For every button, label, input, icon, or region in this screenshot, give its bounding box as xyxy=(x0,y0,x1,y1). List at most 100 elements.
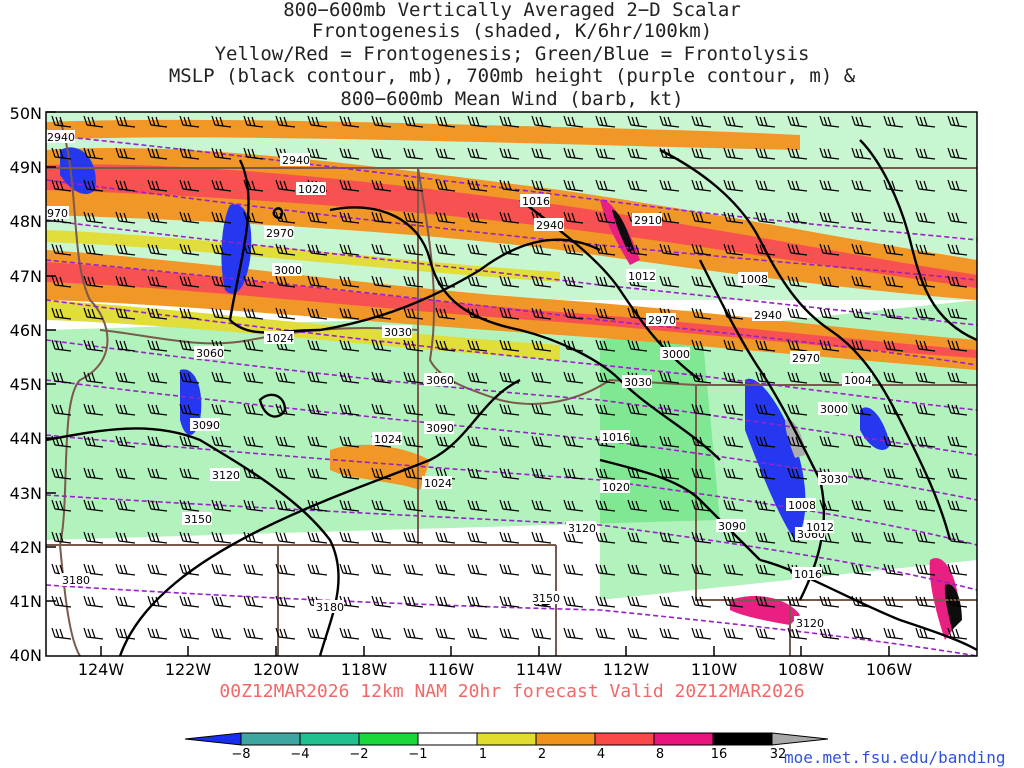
wind-barb xyxy=(947,307,968,320)
wind-barb xyxy=(691,403,712,416)
svg-text:3090: 3090 xyxy=(718,520,746,533)
wind-barb xyxy=(819,179,840,192)
svg-text:2970: 2970 xyxy=(792,352,820,365)
wind-barb xyxy=(243,563,264,576)
wind-barb xyxy=(755,371,776,384)
source-url[interactable]: moe.met.fsu.edu/banding xyxy=(784,748,1006,767)
lat-label-47n: 47N xyxy=(9,267,42,286)
wind-barb xyxy=(435,499,456,512)
wind-barb xyxy=(659,531,680,544)
wind-barb xyxy=(819,307,840,320)
wind-barb xyxy=(243,627,264,640)
wind-barb xyxy=(275,403,296,416)
wind-barb xyxy=(915,595,936,608)
wind-barb xyxy=(467,467,488,480)
wind-barb xyxy=(51,403,72,416)
lon-label-114w: 114W xyxy=(515,660,563,679)
svg-text:970: 970 xyxy=(47,207,68,220)
wind-barb xyxy=(819,211,840,224)
wind-barb xyxy=(819,147,840,160)
colorbar-label: 8 xyxy=(655,747,665,762)
svg-text:1012: 1012 xyxy=(628,270,656,283)
wind-barb xyxy=(915,403,936,416)
wind-barb xyxy=(307,499,328,512)
wind-barb xyxy=(147,147,168,160)
height-label: 3000 xyxy=(660,347,690,361)
wind-barb xyxy=(83,211,104,224)
wind-barb xyxy=(531,307,552,320)
wind-barb xyxy=(787,531,808,544)
svg-text:1004: 1004 xyxy=(844,374,872,387)
wind-barb xyxy=(403,595,424,608)
wind-barb xyxy=(691,307,712,320)
colorbar-label: −1 xyxy=(408,747,428,762)
wind-barb xyxy=(787,627,808,640)
wind-barb xyxy=(915,147,936,160)
wind-barb xyxy=(147,499,168,512)
wind-barb xyxy=(275,467,296,480)
wind-barb xyxy=(211,115,232,128)
wind-barb xyxy=(787,435,808,448)
wind-barb xyxy=(883,435,904,448)
wind-barb xyxy=(307,435,328,448)
height-label: 3060 xyxy=(194,346,224,360)
wind-barb xyxy=(83,531,104,544)
wind-barb xyxy=(115,243,136,256)
svg-text:3090: 3090 xyxy=(192,419,220,432)
wind-barb xyxy=(851,211,872,224)
wind-barb xyxy=(755,211,776,224)
wind-barb xyxy=(307,467,328,480)
lat-label-44n: 44N xyxy=(9,429,42,448)
wind-barb xyxy=(403,403,424,416)
wind-barb xyxy=(499,147,520,160)
wind-barb xyxy=(243,403,264,416)
wind-barb xyxy=(435,435,456,448)
lat-label-46n: 46N xyxy=(9,321,42,340)
wind-barb xyxy=(819,627,840,640)
wind-barb xyxy=(787,595,808,608)
wind-barb xyxy=(563,115,584,128)
wind-barb xyxy=(115,339,136,352)
wind-barb xyxy=(339,435,360,448)
wind-barb xyxy=(851,563,872,576)
wind-barb xyxy=(499,307,520,320)
wind-barb xyxy=(275,211,296,224)
wind-barb xyxy=(851,275,872,288)
wind-barb xyxy=(723,563,744,576)
svg-text:3180: 3180 xyxy=(316,601,344,614)
wind-barb xyxy=(339,147,360,160)
wind-barb xyxy=(883,467,904,480)
svg-text:1016: 1016 xyxy=(794,568,822,581)
wind-barb xyxy=(275,115,296,128)
wind-barb xyxy=(371,275,392,288)
wind-barb xyxy=(723,147,744,160)
wind-barb xyxy=(83,371,104,384)
wind-barb xyxy=(307,627,328,640)
wind-barb xyxy=(339,467,360,480)
wind-barb xyxy=(403,147,424,160)
wind-barb xyxy=(691,275,712,288)
title-line-5: 800−600mb Mean Wind (barb, kt) xyxy=(340,88,684,110)
wind-barb xyxy=(83,307,104,320)
wind-barb xyxy=(179,563,200,576)
wind-barb xyxy=(307,307,328,320)
svg-text:2970: 2970 xyxy=(266,227,294,240)
wind-barb xyxy=(371,339,392,352)
wind-barb xyxy=(531,243,552,256)
wind-barb xyxy=(307,563,328,576)
wind-barb xyxy=(851,499,872,512)
wind-barb xyxy=(947,243,968,256)
wind-barb xyxy=(627,499,648,512)
wind-barb xyxy=(147,115,168,128)
wind-barb xyxy=(627,627,648,640)
wind-barb xyxy=(115,435,136,448)
wind-barb xyxy=(275,179,296,192)
wind-barb xyxy=(83,467,104,480)
wind-barb xyxy=(755,627,776,640)
colorbar-swatch xyxy=(358,732,419,746)
wind-barb xyxy=(787,275,808,288)
wind-barb xyxy=(883,147,904,160)
wind-barb xyxy=(115,211,136,224)
svg-text:3150: 3150 xyxy=(184,513,212,526)
wind-barb xyxy=(659,147,680,160)
